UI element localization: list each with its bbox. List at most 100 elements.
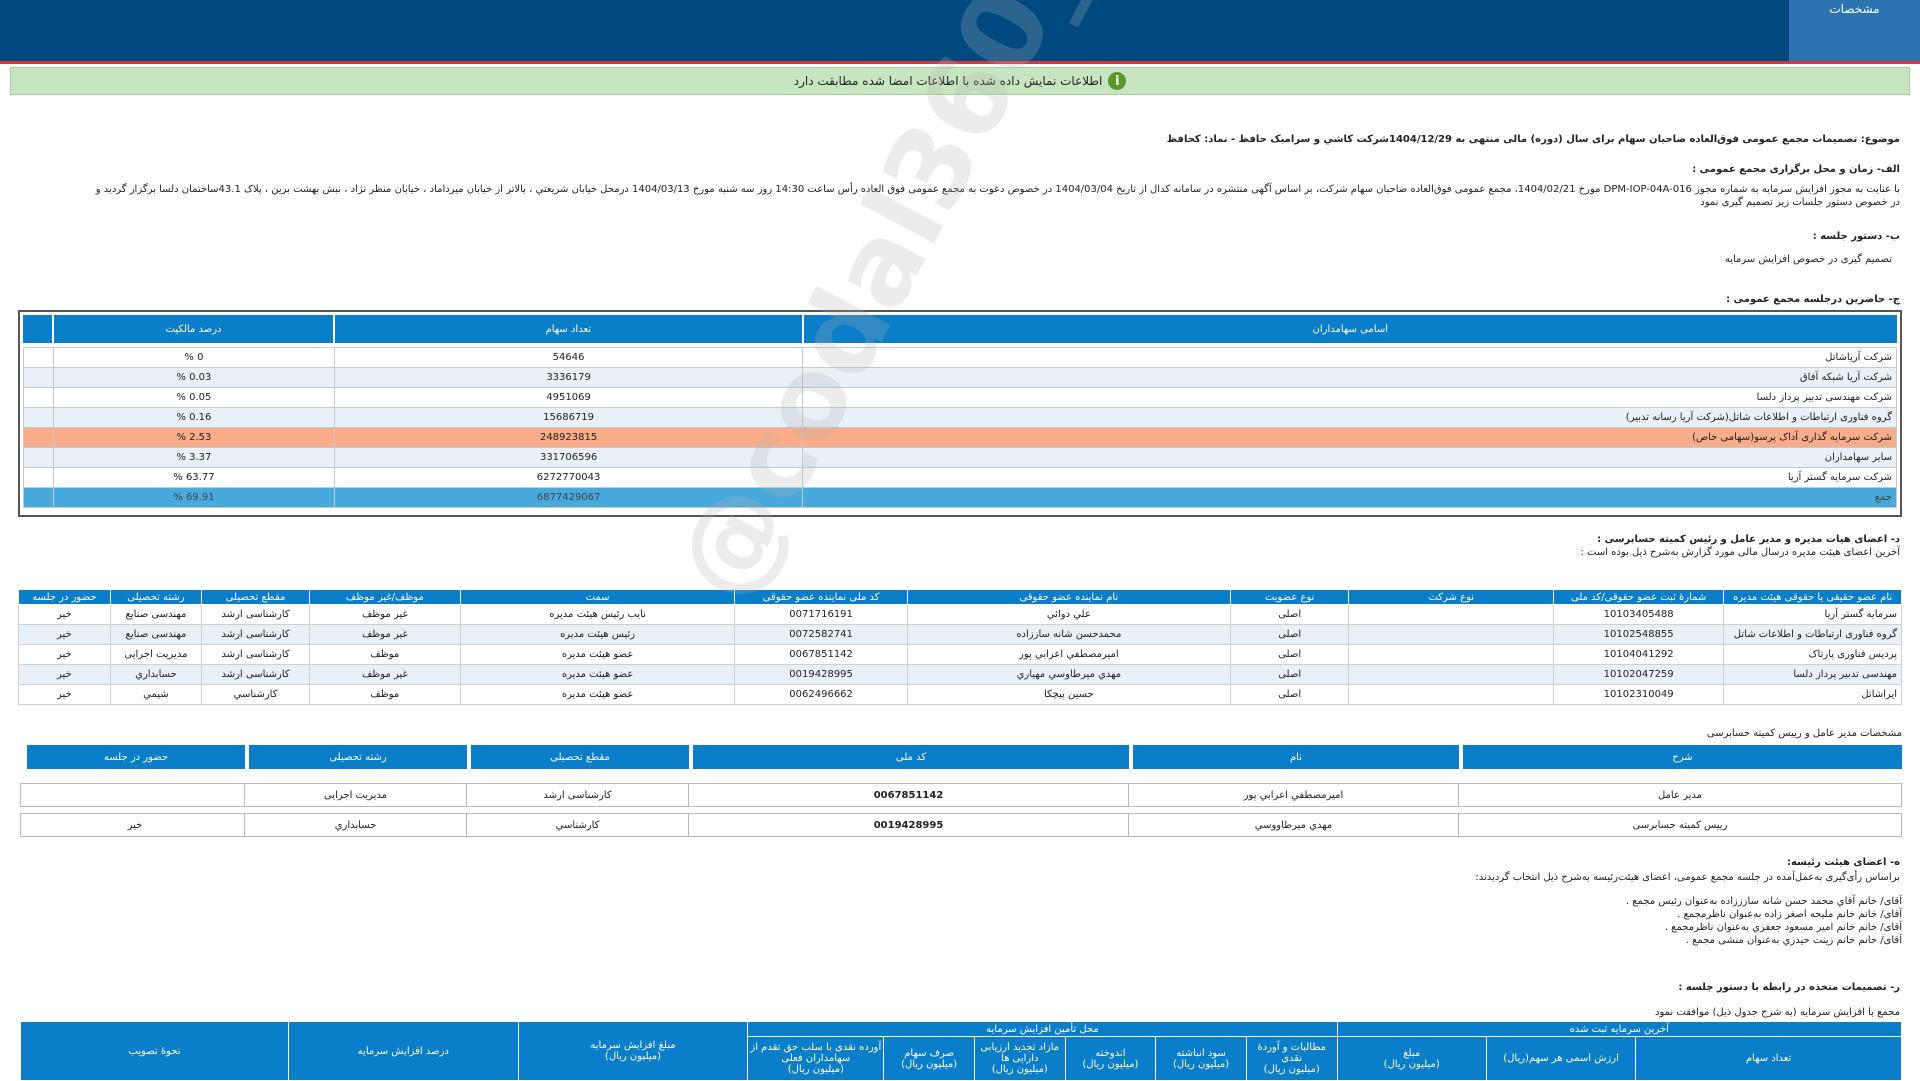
ceo-row: مدیر عامل امیرمصطفي اعرابي پور 0067851142 ک… xyxy=(20,783,1902,807)
board-col-header: رشته تحصیلی xyxy=(109,589,203,605)
col-increase-amount: مبلغ افزایش سرمایه (میلیون ریال) xyxy=(517,1021,749,1081)
board-cell: 10104041292 xyxy=(1553,644,1725,665)
presidium-item: آقای/ خانم آقاي محمد حسن شانه سازززاده ب… xyxy=(1625,896,1902,907)
col-shares: تعداد سهام xyxy=(333,315,803,343)
pct-cell: 0 % xyxy=(52,347,335,368)
board-cell: 0067851142 xyxy=(734,644,908,665)
board-cell: شیمي xyxy=(109,684,203,705)
shares-cell: 331706596 xyxy=(333,447,804,468)
col-last-amount: مبلغ (میلیون ریال) xyxy=(1336,1036,1487,1081)
col-claims: مطالبات و آوردهٔ نقدی (میلیون ریال) xyxy=(1245,1036,1338,1081)
pct-cell: 0.03 % xyxy=(52,367,335,388)
board-cell: 0071716191 xyxy=(734,604,908,625)
ceo-cell xyxy=(26,784,244,806)
shareholders-table-header: اسامی سهامداران تعداد سهام درصد مالکیت xyxy=(23,315,1897,343)
shareholder-name: جمع xyxy=(802,487,1897,508)
col-shareholder-name: اسامی سهامداران xyxy=(801,315,1897,343)
col-share-premium: صرف سهام (میلیون ریال) xyxy=(883,1036,975,1081)
section-r-title: ر- تصمیمات متخذه در رابطه با دستور جلسه … xyxy=(1678,982,1900,993)
board-cell: امیرمصطفي اعرابي پور xyxy=(906,644,1231,665)
board-cell: غیر موظف xyxy=(308,664,461,685)
board-col-header: شمارهٔ ثبت عضو حقوقی/کد ملی xyxy=(1553,589,1725,605)
board-cell: 10102310049 xyxy=(1553,684,1725,705)
shareholder-name: سایر سهامداران xyxy=(802,447,1897,468)
board-col-header: حضور در جلسه xyxy=(18,589,111,605)
col-ownership-pct: درصد مالکیت xyxy=(51,315,335,343)
shares-cell: 248923815 xyxy=(333,427,804,448)
ceo-table-header: شرح نام کد ملی مقطع تحصیلی رشته تحصیلی حضور د… xyxy=(20,745,1902,769)
col-approval-method: نحوهٔ تصویب xyxy=(20,1021,289,1081)
presidium-item: آقای/ خانم خانم زینت حیدري به‌عنوان منشی… xyxy=(1685,935,1902,946)
table-row: شرکت آریاشاتل 54646 0 % xyxy=(23,347,1897,368)
info-icon: i xyxy=(1108,72,1127,90)
blank-cell xyxy=(23,487,54,508)
section-a-title: الف- زمان و محل برگزاری مجمع عمومی : xyxy=(1692,164,1900,175)
total-row: جمع 6877429067 69.91 % xyxy=(23,487,1897,508)
verification-notice: i اطلاعات نمایش داده شده با اطلاعات امضا… xyxy=(10,67,1910,95)
table-row: مهندسی تدبیر پرداز دلسا 10102047259 اصلی مه… xyxy=(18,664,1902,685)
board-cell: کارشناسی ارشد xyxy=(201,664,310,685)
board-cell: خیر xyxy=(18,664,111,685)
board-cell: موظف xyxy=(308,644,461,665)
shareholder-name: شرکت سرمایه گذاری آداک پرسو(سهامی خاص) xyxy=(802,427,1897,448)
ceo-cell: رییس کمیته حسابرسی xyxy=(1458,814,1901,836)
shareholder-name: شرکت آریا شبکه آفاق xyxy=(802,367,1897,388)
col-par-value: ارزش اسمی هر سهم(ریال) xyxy=(1485,1036,1637,1081)
ceo-cell: 0019428995 xyxy=(688,814,1128,836)
col-blank xyxy=(23,315,53,343)
board-cell xyxy=(1348,644,1555,665)
board-cell: اصلی xyxy=(1229,664,1350,685)
presidium-item: آقای/ خانم خانم امیر مسعود جعفري به‌عنوا… xyxy=(1664,922,1902,933)
shares-cell: 4951069 xyxy=(333,387,804,408)
header-accent-line xyxy=(0,61,1920,64)
col-increase-pct: درصد افزایش سرمایه xyxy=(287,1021,519,1081)
section-b-title: ب- دستور جلسه : xyxy=(1812,231,1900,242)
board-col-header: نام نماینده عضو حقوقی xyxy=(906,589,1231,605)
section-r-text: مجمع با افزایش سرمایه (به شرح جدول ذیل) … xyxy=(1655,1007,1900,1018)
col-cash-contribution: آورده نقدی با سلب حق تقدم از سهامداران ف… xyxy=(747,1036,885,1081)
board-cell: کارشناسی ارشد xyxy=(201,604,310,625)
ceo-row: رییس کمیته حسابرسی مهدي میرطاووسي 00194289… xyxy=(20,813,1902,837)
ceo-col-header: مقطع تحصیلی xyxy=(471,745,689,769)
ceo-section-title: مشخصات مدیر عامل و رییس کمیته حسابرسی xyxy=(1706,728,1902,739)
blank-cell xyxy=(23,387,54,408)
table-row: شرکت سرمایه گذاری آداک پرسو(سهامی خاص) 24… xyxy=(23,427,1897,448)
board-cell: نایب رئیس هیئت مدیره xyxy=(459,604,736,625)
ceo-col-header: شرح xyxy=(1463,745,1902,769)
board-cell: 0072582741 xyxy=(734,624,908,645)
notice-text: اطلاعات نمایش داده شده با اطلاعات امضا ش… xyxy=(793,74,1103,88)
group-capital-source: محل تأمین افزایش سرمایه xyxy=(747,1021,1338,1037)
board-cell: رئیس هیئت مدیره xyxy=(459,624,736,645)
blank-cell xyxy=(23,347,54,368)
ceo-cell: مدیریت اجرایی xyxy=(244,784,466,806)
tab-specifications[interactable]: مشخصات xyxy=(1789,0,1920,61)
ceo-cell: مهدي میرطاووسي xyxy=(1128,814,1458,836)
board-cell xyxy=(1348,604,1555,625)
board-cell: مهندسی صنایع xyxy=(109,604,203,625)
shareholder-name: شرکت مهندسی تدبیر پرداز دلسا xyxy=(802,387,1897,408)
blank-cell xyxy=(23,427,54,448)
ceo-cell: 0067851142 xyxy=(688,784,1128,806)
board-cell: 0062496662 xyxy=(734,684,908,705)
top-header-bar xyxy=(0,0,1920,61)
board-col-header: مقطع تحصیلی xyxy=(201,589,310,605)
board-cell: 10103405488 xyxy=(1553,604,1725,625)
col-revaluation: مازاد تجدید ارزیابی دارایی ها (میلیون ریا… xyxy=(973,1036,1066,1081)
table-row: سایر سهامداران 331706596 3.37 % xyxy=(23,447,1897,468)
board-cell: مهدي میرطاوسي مهیاري xyxy=(906,664,1231,685)
shares-cell: 6272770043 xyxy=(333,467,804,488)
board-cell xyxy=(1348,664,1555,685)
section-d-subtitle: آخرین اعضای هیئت مدیره درسال مالی مورد گ… xyxy=(1580,547,1900,558)
ceo-audit-box: شرح نام کد ملی مقطع تحصیلی رشته تحصیلی حضور د… xyxy=(20,745,1902,837)
blank-cell xyxy=(23,447,54,468)
board-cell: خیر xyxy=(18,604,111,625)
board-col-header: نوع شرکت xyxy=(1348,589,1555,605)
ceo-cell: مدیر عامل xyxy=(1458,784,1901,806)
blank-cell xyxy=(23,367,54,388)
pct-cell: 69.91 % xyxy=(52,487,335,508)
board-col-header: کد ملی نماینده عضو حقوقی xyxy=(734,589,908,605)
section-a-text-2: در خصوص دستور جلسات زیر تصمیم گیری نمود xyxy=(1700,197,1900,208)
table-row: گروه فناوری ارتباطات و اطلاعات شاتل 10102… xyxy=(18,624,1902,645)
board-col-header: موظف/غیر موظف xyxy=(308,589,461,605)
board-col-header: سمت xyxy=(459,589,736,605)
